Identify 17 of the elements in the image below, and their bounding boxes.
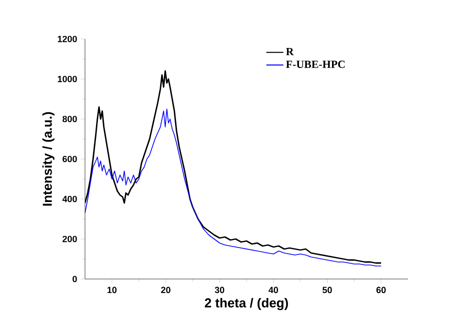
x-tick-label: 20 <box>161 286 170 294</box>
y-tick-label: 0 <box>72 276 77 282</box>
x-tick-label: 10 <box>108 286 117 294</box>
y-tick-label: 600 <box>62 156 77 162</box>
x-tick-label: 60 <box>376 286 386 294</box>
legend-label: R <box>286 48 294 56</box>
y-tick-label: 1000 <box>58 76 77 82</box>
y-tick-label: 400 <box>62 196 77 202</box>
x-tick-label: 30 <box>214 286 224 294</box>
y-tick-label: 1200 <box>58 36 77 42</box>
y-tick-label: 800 <box>62 116 77 122</box>
legend-label: F-UBE-HPC <box>286 60 345 68</box>
y-tick-label: 200 <box>62 236 77 242</box>
x-axis-title: 2 theta / (deg) <box>204 298 288 310</box>
x-tick-label: 50 <box>322 286 332 294</box>
y-axis-title: Intensity / (a.u.) <box>42 112 54 206</box>
x-tick-label: 40 <box>268 286 278 294</box>
